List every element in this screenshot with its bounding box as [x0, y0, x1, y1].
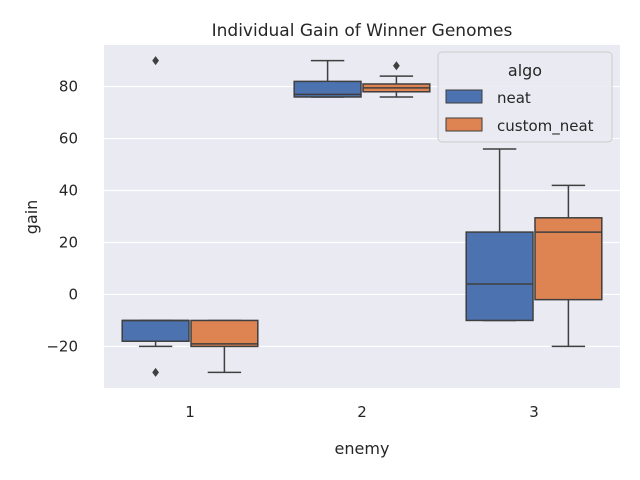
- y-tick-labels: −20 0 20 40 60 80: [46, 78, 78, 356]
- y-tick-label: 0: [68, 285, 78, 303]
- legend: algo neat custom_neat: [437, 51, 613, 143]
- y-tick-label: 40: [59, 182, 78, 200]
- box-custom-neat-enemy-2: [362, 61, 431, 98]
- outlier-point: [152, 56, 159, 66]
- box-neat-enemy-2: [293, 59, 362, 98]
- legend-title: algo: [508, 61, 542, 80]
- box-neat-enemy-1: [121, 56, 190, 377]
- legend-swatch-neat: [445, 89, 483, 104]
- legend-label-neat: neat: [497, 89, 531, 107]
- outlier-point: [152, 367, 159, 377]
- box-neat-enemy-3: [465, 148, 534, 322]
- box-custom-neat-enemy-1: [190, 319, 259, 374]
- x-tick-label: 2: [357, 403, 367, 421]
- box-groups: [121, 56, 603, 377]
- iqr-box: [121, 319, 190, 342]
- y-tick-label: 60: [59, 130, 78, 148]
- x-tick-label: 3: [529, 403, 539, 421]
- legend-swatch-custom-neat: [445, 117, 483, 132]
- outlier-point: [393, 61, 400, 71]
- y-tick-label: −20: [46, 337, 78, 355]
- iqr-box: [534, 217, 603, 301]
- x-axis-label: enemy: [335, 439, 390, 458]
- legend-label-custom-neat: custom_neat: [497, 117, 594, 136]
- chart-title: Individual Gain of Winner Genomes: [212, 21, 513, 41]
- box-custom-neat-enemy-3: [534, 184, 603, 348]
- iqr-box: [293, 80, 362, 98]
- x-tick-label: 1: [185, 403, 195, 421]
- iqr-box: [190, 319, 259, 348]
- iqr-box: [465, 231, 534, 322]
- y-tick-label: 80: [59, 78, 78, 96]
- y-axis-label: gain: [22, 200, 41, 235]
- x-tick-labels: 1 2 3: [185, 403, 539, 421]
- y-tick-label: 20: [59, 233, 78, 251]
